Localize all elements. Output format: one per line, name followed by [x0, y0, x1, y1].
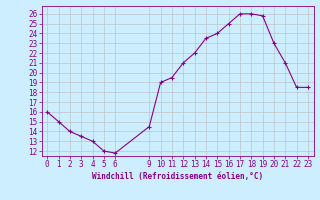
- X-axis label: Windchill (Refroidissement éolien,°C): Windchill (Refroidissement éolien,°C): [92, 172, 263, 181]
